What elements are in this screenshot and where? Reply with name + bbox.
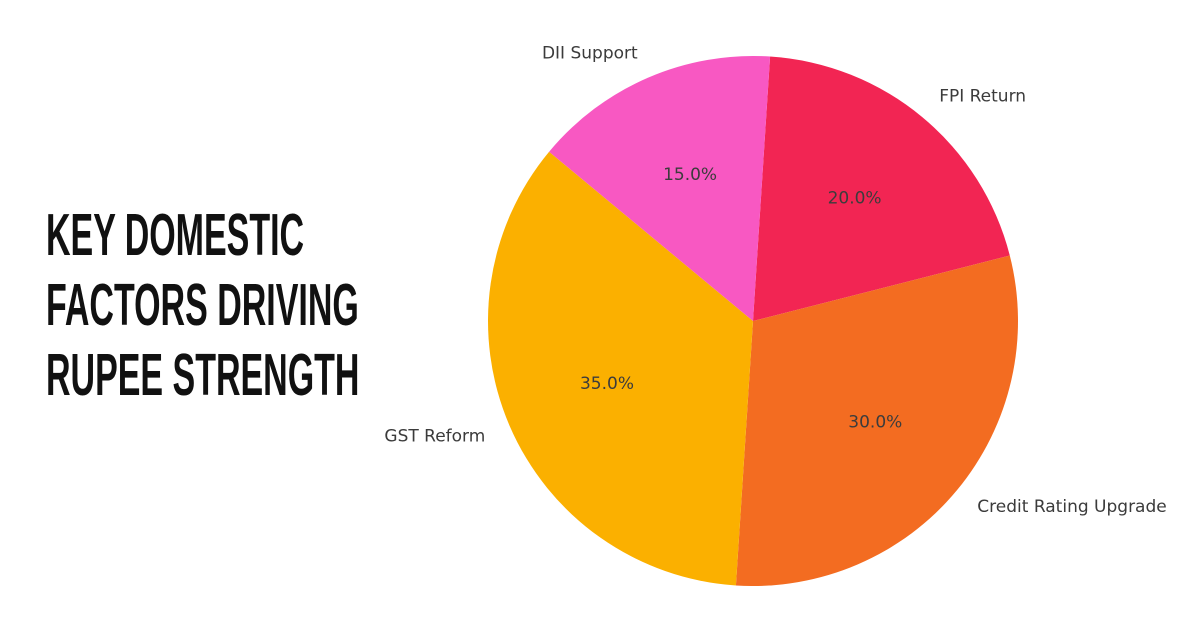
- title-line-3: RUPEE STRENGTH: [46, 342, 360, 408]
- pie-slice-gst-reform: [488, 151, 753, 586]
- title-line-1: KEY DOMESTIC: [46, 202, 305, 268]
- pie-slice-dii-support: [549, 55, 771, 321]
- pie-category-label-gst-reform: GST Reform: [384, 426, 485, 446]
- pie-pct-label-dii-support: 15.0%: [663, 165, 717, 185]
- pie-slice-fpi-return: [753, 56, 1010, 322]
- pie-pct-label-credit-rating-upgrade: 30.0%: [848, 413, 902, 433]
- title-line-2: FACTORS DRIVING: [46, 272, 359, 338]
- pie-pct-label-gst-reform: 35.0%: [580, 374, 634, 394]
- pie-pct-label-fpi-return: 20.0%: [828, 189, 882, 209]
- page-title: KEY DOMESTIC FACTORS DRIVING RUPEE STREN…: [46, 200, 359, 410]
- pie-category-label-fpi-return: FPI Return: [939, 87, 1026, 107]
- pie-category-label-credit-rating-upgrade: Credit Rating Upgrade: [977, 497, 1166, 517]
- pie-slice-credit-rating-upgrade: [735, 255, 1019, 587]
- pie-category-label-dii-support: DII Support: [542, 43, 638, 63]
